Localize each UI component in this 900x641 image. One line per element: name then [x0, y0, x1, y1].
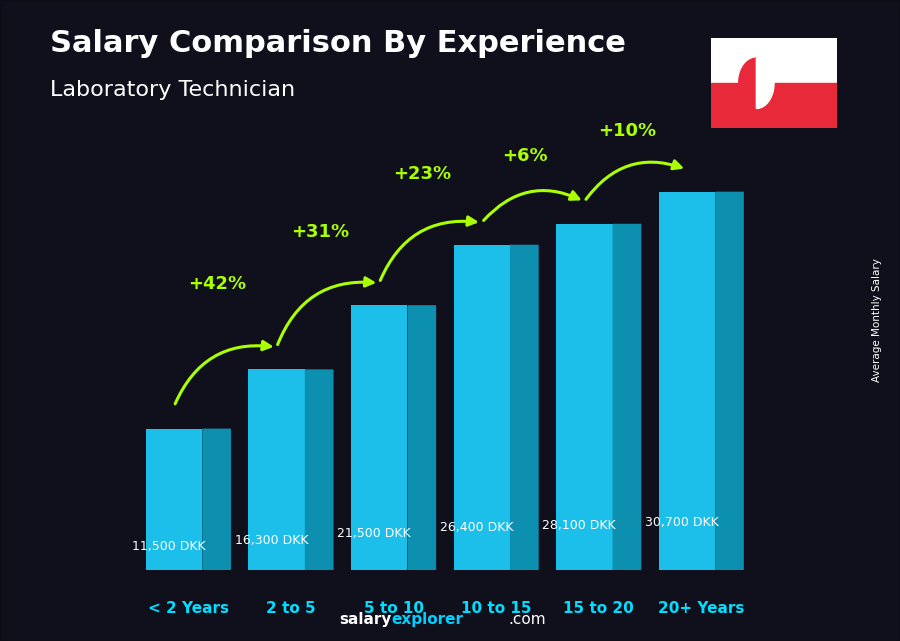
Text: +42%: +42% — [188, 275, 247, 293]
Text: Laboratory Technician: Laboratory Technician — [50, 80, 294, 100]
Polygon shape — [454, 245, 510, 570]
Text: +6%: +6% — [502, 147, 548, 165]
Bar — [711, 83, 837, 128]
Polygon shape — [305, 369, 334, 570]
Text: Average Monthly Salary: Average Monthly Salary — [872, 258, 883, 383]
Polygon shape — [146, 429, 202, 570]
Text: salary: salary — [339, 612, 392, 627]
Polygon shape — [202, 429, 231, 570]
Text: 11,500 DKK: 11,500 DKK — [132, 540, 206, 553]
Text: 10 to 15: 10 to 15 — [461, 601, 531, 617]
Polygon shape — [556, 224, 613, 570]
Text: 15 to 20: 15 to 20 — [563, 601, 634, 617]
Polygon shape — [756, 58, 774, 108]
Text: 21,500 DKK: 21,500 DKK — [338, 528, 411, 540]
Text: explorer: explorer — [392, 612, 464, 627]
Text: +10%: +10% — [598, 122, 656, 140]
Bar — [711, 38, 837, 83]
Polygon shape — [248, 369, 305, 570]
Polygon shape — [408, 305, 436, 570]
Polygon shape — [659, 192, 716, 570]
Polygon shape — [716, 192, 743, 570]
Polygon shape — [351, 305, 408, 570]
Text: 2 to 5: 2 to 5 — [266, 601, 316, 617]
Polygon shape — [739, 58, 756, 108]
Polygon shape — [613, 224, 642, 570]
Text: 20+ Years: 20+ Years — [658, 601, 744, 617]
Text: 16,300 DKK: 16,300 DKK — [235, 534, 308, 547]
Text: 26,400 DKK: 26,400 DKK — [440, 521, 513, 534]
Text: 30,700 DKK: 30,700 DKK — [645, 516, 719, 529]
Text: +23%: +23% — [393, 165, 451, 183]
Text: 28,100 DKK: 28,100 DKK — [543, 519, 616, 532]
Text: < 2 Years: < 2 Years — [148, 601, 229, 617]
Text: .com: .com — [508, 612, 546, 627]
Text: 5 to 10: 5 to 10 — [364, 601, 424, 617]
Polygon shape — [510, 245, 539, 570]
Text: +31%: +31% — [291, 223, 349, 241]
Text: Salary Comparison By Experience: Salary Comparison By Experience — [50, 29, 625, 58]
